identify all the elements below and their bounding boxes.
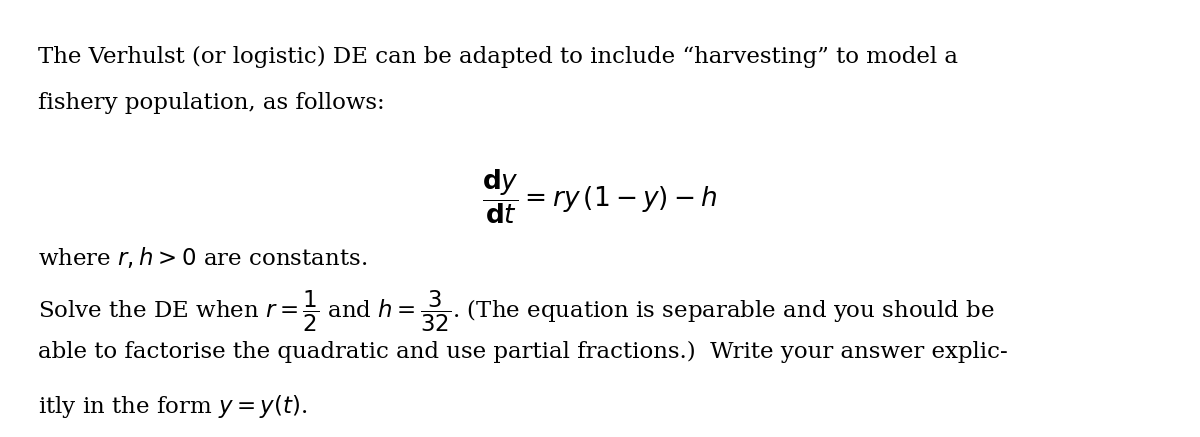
Text: where $r, h > 0$ are constants.: where $r, h > 0$ are constants.	[38, 245, 367, 270]
Text: $\dfrac{\mathbf{d}y}{\mathbf{d}t} = ry\,(1 - y) - h$: $\dfrac{\mathbf{d}y}{\mathbf{d}t} = ry\,…	[482, 168, 718, 226]
Text: Solve the DE when $r = \dfrac{1}{2}$ and $h = \dfrac{3}{32}$. (The equation is s: Solve the DE when $r = \dfrac{1}{2}$ and…	[38, 288, 995, 333]
Text: itly in the form $y = y(t)$.: itly in the form $y = y(t)$.	[38, 393, 307, 420]
Text: The Verhulst (or logistic) DE can be adapted to include “harvesting” to model a: The Verhulst (or logistic) DE can be ada…	[38, 46, 959, 68]
Text: able to factorise the quadratic and use partial fractions.)  Write your answer e: able to factorise the quadratic and use …	[38, 341, 1008, 363]
Text: fishery population, as follows:: fishery population, as follows:	[38, 92, 385, 114]
